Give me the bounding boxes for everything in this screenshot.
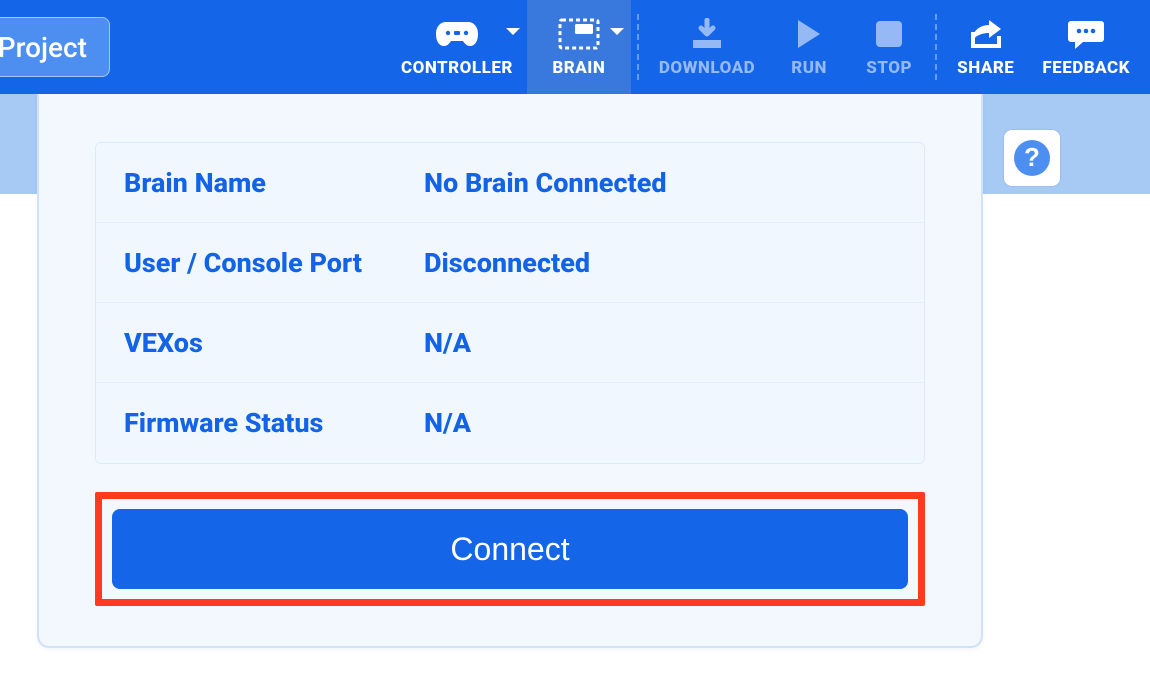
play-icon xyxy=(795,16,823,52)
connect-button[interactable]: Connect xyxy=(112,509,908,589)
controller-label: CONTROLLER xyxy=(401,58,513,78)
divider xyxy=(935,14,937,80)
project-button[interactable]: e Project xyxy=(0,17,110,77)
download-icon xyxy=(689,16,725,52)
info-value: N/A xyxy=(424,327,471,359)
table-row: Brain Name No Brain Connected xyxy=(96,143,924,223)
brain-dropdown-panel: Brain Name No Brain Connected User / Con… xyxy=(37,94,983,648)
svg-text:?: ? xyxy=(1024,142,1040,172)
info-label: Brain Name xyxy=(124,167,424,199)
run-label: RUN xyxy=(791,58,827,78)
brain-icon xyxy=(557,16,601,52)
share-icon xyxy=(969,16,1003,52)
share-label: SHARE xyxy=(957,58,1014,78)
info-value: No Brain Connected xyxy=(424,167,667,199)
info-value: N/A xyxy=(424,407,471,439)
help-icon: ? xyxy=(1012,138,1052,178)
chevron-down-icon xyxy=(505,26,521,38)
connect-highlight: Connect xyxy=(95,492,925,606)
info-value: Disconnected xyxy=(424,247,590,279)
table-row: User / Console Port Disconnected xyxy=(96,223,924,303)
feedback-button[interactable]: FEEDBACK xyxy=(1028,0,1150,94)
info-label: Firmware Status xyxy=(124,407,424,439)
controller-button[interactable]: CONTROLLER xyxy=(387,0,527,94)
controller-icon xyxy=(434,16,480,52)
stop-button[interactable]: STOP xyxy=(849,0,929,94)
info-label: User / Console Port xyxy=(124,247,424,279)
brain-label: BRAIN xyxy=(552,58,605,78)
feedback-icon xyxy=(1067,16,1105,52)
feedback-label: FEEDBACK xyxy=(1042,58,1130,78)
project-label: e Project xyxy=(0,31,87,64)
chevron-down-icon xyxy=(609,26,625,38)
stop-label: STOP xyxy=(866,58,912,78)
download-label: DOWNLOAD xyxy=(659,58,755,78)
share-button[interactable]: SHARE xyxy=(943,0,1028,94)
brain-info-table: Brain Name No Brain Connected User / Con… xyxy=(95,142,925,464)
table-row: VEXos N/A xyxy=(96,303,924,383)
run-button[interactable]: RUN xyxy=(769,0,849,94)
connect-label: Connect xyxy=(450,531,569,568)
help-button[interactable]: ? xyxy=(1004,130,1060,186)
toolbar-actions: CONTROLLER BRAIN DOWNLOAD RU xyxy=(387,0,1150,94)
download-button[interactable]: DOWNLOAD xyxy=(645,0,769,94)
info-label: VEXos xyxy=(124,327,424,359)
stop-icon xyxy=(874,16,904,52)
brain-button[interactable]: BRAIN xyxy=(527,0,631,94)
table-row: Firmware Status N/A xyxy=(96,383,924,463)
main-toolbar: e Project CONTROLLER BRAIN xyxy=(0,0,1150,94)
divider xyxy=(637,14,639,80)
